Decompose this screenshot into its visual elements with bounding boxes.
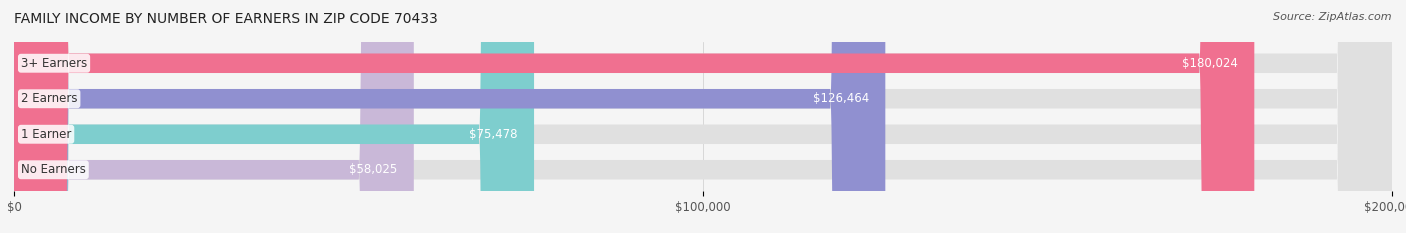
FancyBboxPatch shape	[14, 0, 1392, 233]
Text: $126,464: $126,464	[813, 92, 869, 105]
FancyBboxPatch shape	[14, 0, 1392, 233]
FancyBboxPatch shape	[14, 0, 1392, 233]
FancyBboxPatch shape	[14, 0, 1392, 233]
Text: 1 Earner: 1 Earner	[21, 128, 72, 141]
FancyBboxPatch shape	[14, 0, 1254, 233]
Text: $75,478: $75,478	[470, 128, 517, 141]
Text: 3+ Earners: 3+ Earners	[21, 57, 87, 70]
Text: FAMILY INCOME BY NUMBER OF EARNERS IN ZIP CODE 70433: FAMILY INCOME BY NUMBER OF EARNERS IN ZI…	[14, 12, 437, 26]
FancyBboxPatch shape	[14, 0, 534, 233]
FancyBboxPatch shape	[14, 0, 886, 233]
Text: $58,025: $58,025	[349, 163, 398, 176]
Text: 2 Earners: 2 Earners	[21, 92, 77, 105]
Text: Source: ZipAtlas.com: Source: ZipAtlas.com	[1274, 12, 1392, 22]
FancyBboxPatch shape	[14, 0, 413, 233]
Text: $180,024: $180,024	[1182, 57, 1237, 70]
Text: No Earners: No Earners	[21, 163, 86, 176]
